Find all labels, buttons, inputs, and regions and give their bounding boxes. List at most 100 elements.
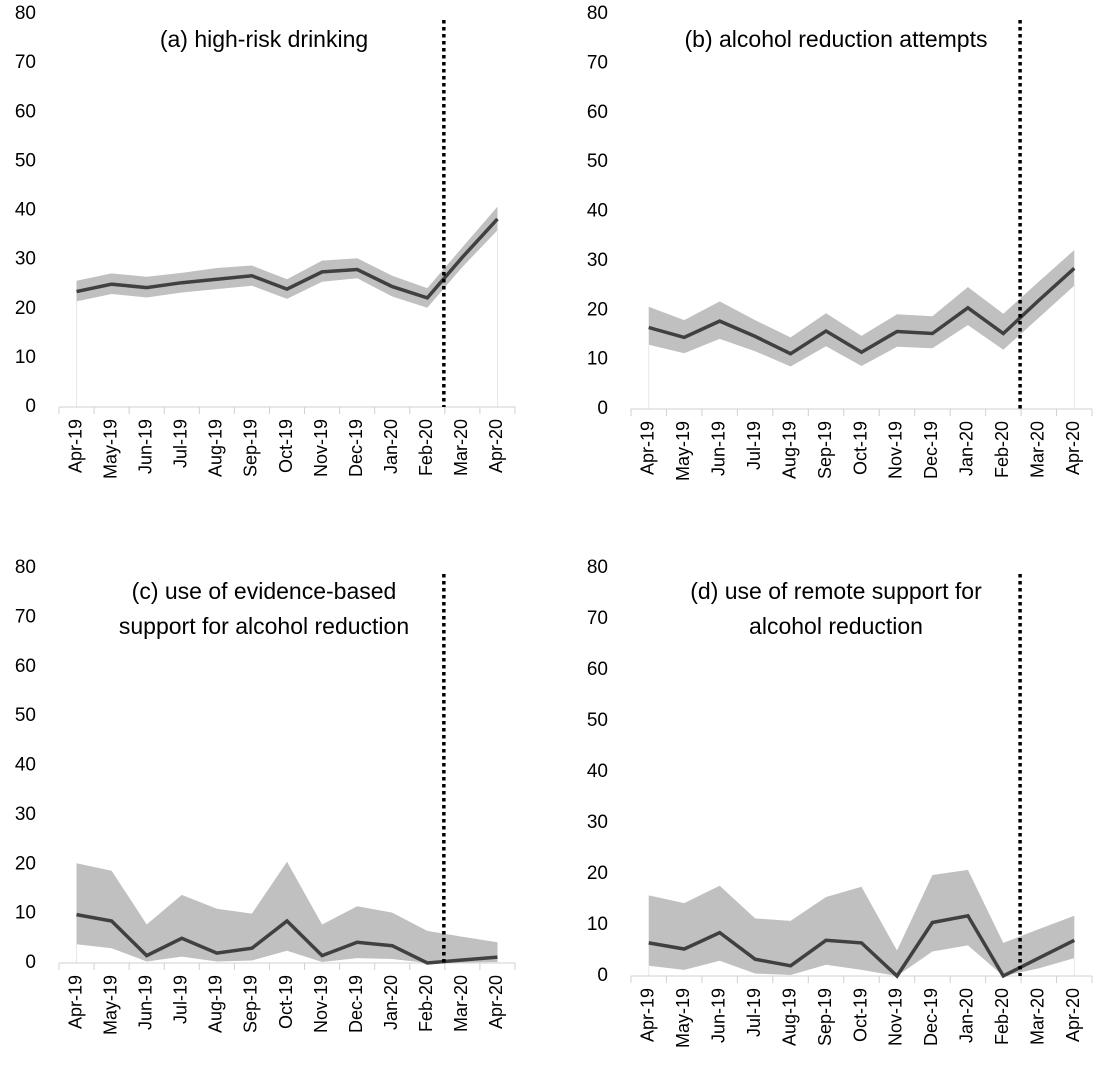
y-tick-label: 60 [15, 656, 36, 677]
x-tick-label: Apr-19 [637, 988, 657, 1042]
x-tick-label: May-19 [673, 988, 693, 1048]
chart-panel-3: (c) use of evidence-based support for alc… [15, 557, 516, 1035]
y-tick-label: 0 [25, 396, 36, 417]
chart-title-line: support for alcohol reduction [119, 613, 409, 639]
chart-title-line: (a) high-risk drinking [160, 26, 368, 52]
x-tick-label: Jan-20 [381, 419, 401, 474]
x-tick-label: Apr-20 [486, 975, 506, 1029]
x-tick-label: Jun-19 [135, 975, 155, 1030]
series-line [76, 217, 499, 300]
y-tick-label: 50 [587, 710, 608, 731]
x-tick-label: May-19 [673, 421, 693, 481]
chart-title-line: (b) alcohol reduction attempts [685, 26, 988, 52]
y-tick-label: 30 [15, 804, 36, 825]
y-tick-label: 60 [15, 101, 36, 122]
x-tick-label: Oct-19 [850, 421, 870, 475]
confidence-band [648, 250, 1075, 367]
chart-panel-1: (a) high-risk drinking 0 10 20 30 40 50 60 70 80 A… [15, 3, 516, 479]
chart-title-line: (c) use of evidence-based [132, 578, 397, 604]
x-tick-label: Feb-20 [416, 975, 436, 1032]
x-tick-label: Aug-19 [206, 975, 226, 1033]
y-tick-label: 30 [587, 250, 608, 271]
x-tick-label: Jul-19 [744, 421, 764, 470]
chart-title-line: (d) use of remote support for [690, 578, 982, 604]
x-tick-label: Feb-20 [416, 419, 436, 476]
y-tick-label: 50 [15, 705, 36, 726]
y-tick-label: 50 [587, 151, 608, 172]
x-tick-label: Aug-19 [206, 419, 226, 477]
series-line [76, 912, 498, 965]
chart-panel-4: (d) use of remote support for alcohol red… [587, 557, 1093, 1048]
chart-panel-2: (b) alcohol reduction attempts 0 10 20 30 40 5… [587, 3, 1093, 481]
x-tick-label: Oct-19 [276, 419, 296, 473]
y-tick-label: 80 [15, 557, 36, 578]
x-tick-label: Oct-19 [276, 975, 296, 1029]
x-tick-label: Jun-19 [135, 419, 155, 474]
y-tick-label: 0 [597, 965, 608, 986]
x-tick-label: Apr-19 [637, 421, 657, 475]
x-tick-label: Mar-20 [451, 975, 471, 1032]
y-tick-label: 70 [587, 608, 608, 629]
x-tick-label: Jul-19 [744, 988, 764, 1037]
x-tick-label: Jul-19 [171, 419, 191, 468]
y-tick-label: 60 [587, 102, 608, 123]
y-tick-label: 20 [15, 298, 36, 319]
series-line [648, 267, 1076, 356]
x-tick-label: Jun-19 [708, 988, 728, 1043]
x-tick-label: Apr-20 [486, 419, 506, 473]
confidence-band [648, 869, 1075, 976]
x-tick-label: Nov-19 [311, 975, 331, 1033]
x-tick-label: Dec-19 [346, 975, 366, 1033]
y-tick-label: 30 [15, 249, 36, 270]
x-tick-label: May-19 [100, 975, 120, 1035]
y-tick-label: 40 [15, 755, 36, 776]
y-tick-label: 40 [15, 200, 36, 221]
x-tick-label: Jan-20 [957, 988, 977, 1043]
x-tick-label: Dec-19 [921, 421, 941, 479]
chart-title-line: alcohol reduction [749, 613, 923, 639]
x-tick-label: Sep-19 [241, 419, 261, 477]
y-tick-label: 40 [587, 201, 608, 222]
y-tick-label: 20 [587, 299, 608, 320]
x-tick-label: Dec-19 [346, 419, 366, 477]
y-tick-label: 10 [587, 349, 608, 370]
y-tick-label: 70 [15, 52, 36, 73]
x-tick-label: Feb-20 [992, 988, 1012, 1045]
x-tick-label: Apr-20 [1063, 988, 1083, 1042]
x-tick-label: Sep-19 [815, 988, 835, 1046]
x-tick-label: Aug-19 [779, 988, 799, 1046]
x-tick-label: Sep-19 [241, 975, 261, 1033]
y-tick-label: 0 [597, 398, 608, 419]
y-tick-label: 60 [587, 659, 608, 680]
y-tick-label: 20 [587, 863, 608, 884]
x-tick-label: Jan-20 [381, 975, 401, 1030]
y-tick-label: 70 [15, 606, 36, 627]
x-tick-label: Mar-20 [451, 419, 471, 476]
y-tick-label: 0 [25, 952, 36, 973]
x-tick-label: Jan-20 [957, 421, 977, 476]
y-tick-label: 30 [587, 812, 608, 833]
x-tick-label: Aug-19 [779, 421, 799, 479]
x-tick-label: Apr-20 [1063, 421, 1083, 475]
confidence-band [76, 206, 498, 308]
x-tick-label: Sep-19 [815, 421, 835, 479]
y-tick-label: 10 [587, 914, 608, 935]
x-tick-label: Dec-19 [921, 988, 941, 1046]
y-tick-label: 70 [587, 52, 608, 73]
series-line [648, 913, 1076, 979]
y-tick-label: 80 [587, 3, 608, 24]
x-tick-label: Apr-19 [65, 419, 85, 473]
y-tick-label: 80 [15, 3, 36, 24]
x-tick-label: Nov-19 [886, 988, 906, 1046]
y-tick-label: 20 [15, 853, 36, 874]
x-tick-label: Jul-19 [171, 975, 191, 1024]
y-tick-label: 80 [587, 557, 608, 578]
x-tick-label: Feb-20 [992, 421, 1012, 478]
x-tick-label: Mar-20 [1028, 421, 1048, 478]
x-tick-label: Apr-19 [65, 975, 85, 1029]
x-tick-label: Oct-19 [850, 988, 870, 1042]
x-tick-label: May-19 [100, 419, 120, 479]
x-tick-label: Nov-19 [311, 419, 331, 477]
y-tick-label: 40 [587, 761, 608, 782]
